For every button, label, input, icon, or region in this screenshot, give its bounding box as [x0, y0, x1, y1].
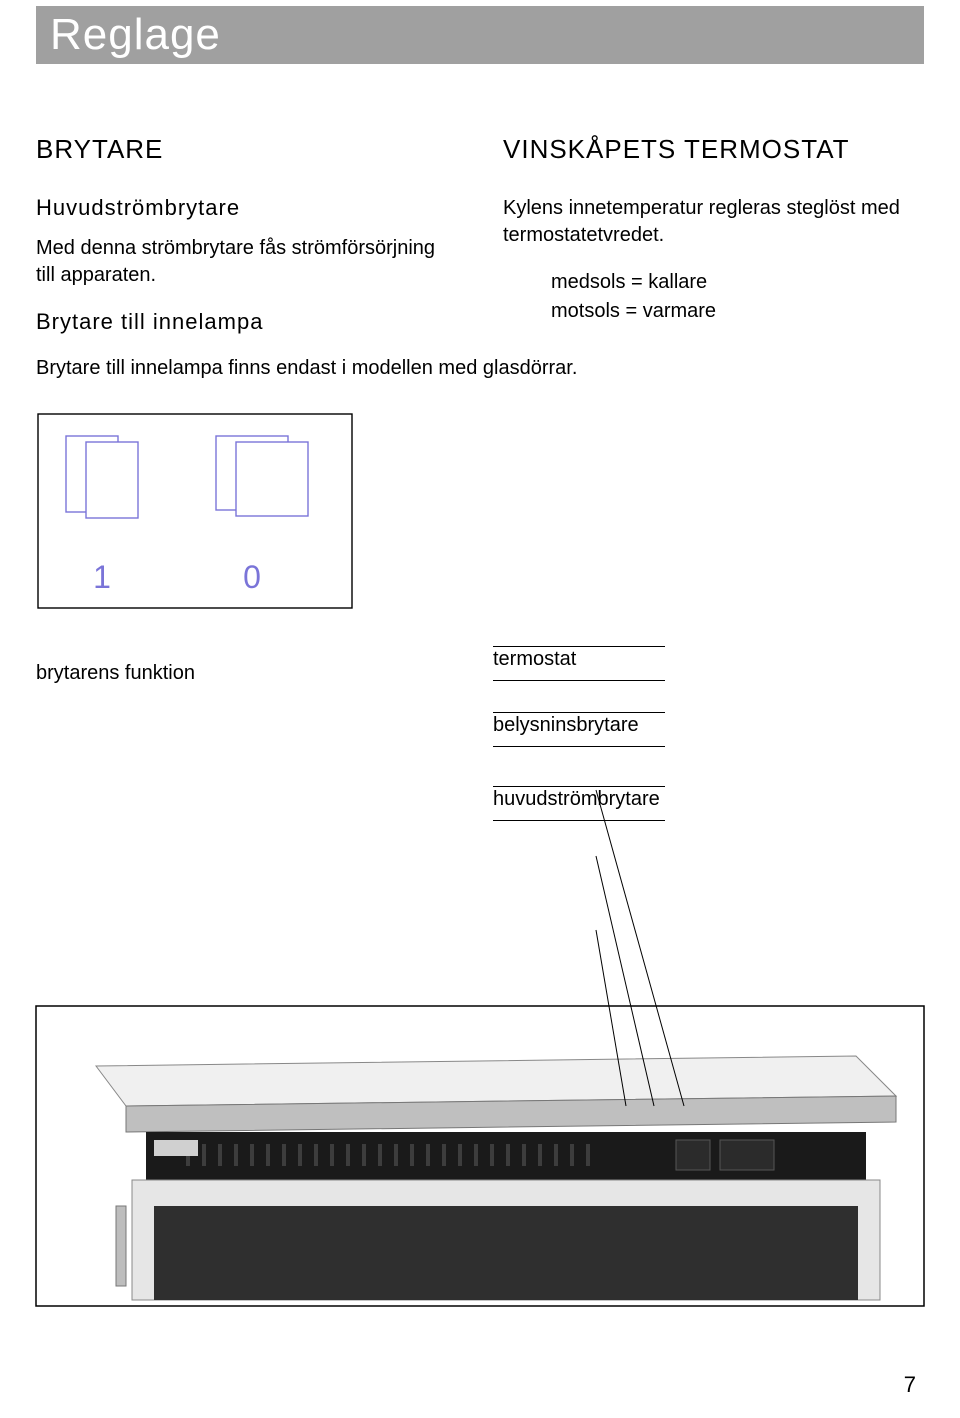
left-column: BRYTARE Huvudströmbrytare Med denna strö…: [36, 134, 457, 349]
svg-text:1: 1: [93, 559, 111, 595]
body-huvudstrombrytare: Med denna strömbrytare fås strömförsörjn…: [36, 235, 457, 289]
body-motsols: motsols = varmare: [551, 298, 924, 325]
heading-brytare: BRYTARE: [36, 134, 457, 165]
cabinet-illustration: [36, 946, 924, 1311]
callout-mid: belysninsbrytare: [493, 714, 639, 737]
page-number: 7: [904, 1372, 916, 1398]
callout-labels: termostat belysninsbrytare huvudströmbryta…: [235, 648, 924, 828]
subheading-innelampa: Brytare till innelampa: [36, 309, 457, 335]
subheading-huvudstrombrytare: Huvudströmbrytare: [36, 195, 457, 221]
section-title: Reglage: [50, 10, 221, 60]
caption-brytarens-funktion: brytarens funktion: [36, 648, 195, 685]
body-innelampa-full: Brytare till innelampa finns endast i mo…: [36, 355, 924, 382]
right-column: VINSKÅPETS TERMOSTAT Kylens innetemperat…: [503, 134, 924, 349]
body-termostat-1: Kylens innetemperatur regleras steglöst …: [503, 195, 924, 249]
callout-bot: huvudströmbrytare: [493, 788, 660, 811]
body-medsols: medsols = kallare: [551, 269, 924, 296]
heading-termostat: VINSKÅPETS TERMOSTAT: [503, 134, 924, 165]
svg-text:0: 0: [243, 559, 261, 595]
switch-diagram: 10: [36, 412, 924, 612]
callout-top: termostat: [493, 648, 576, 671]
section-title-bar: Reglage: [36, 6, 924, 64]
